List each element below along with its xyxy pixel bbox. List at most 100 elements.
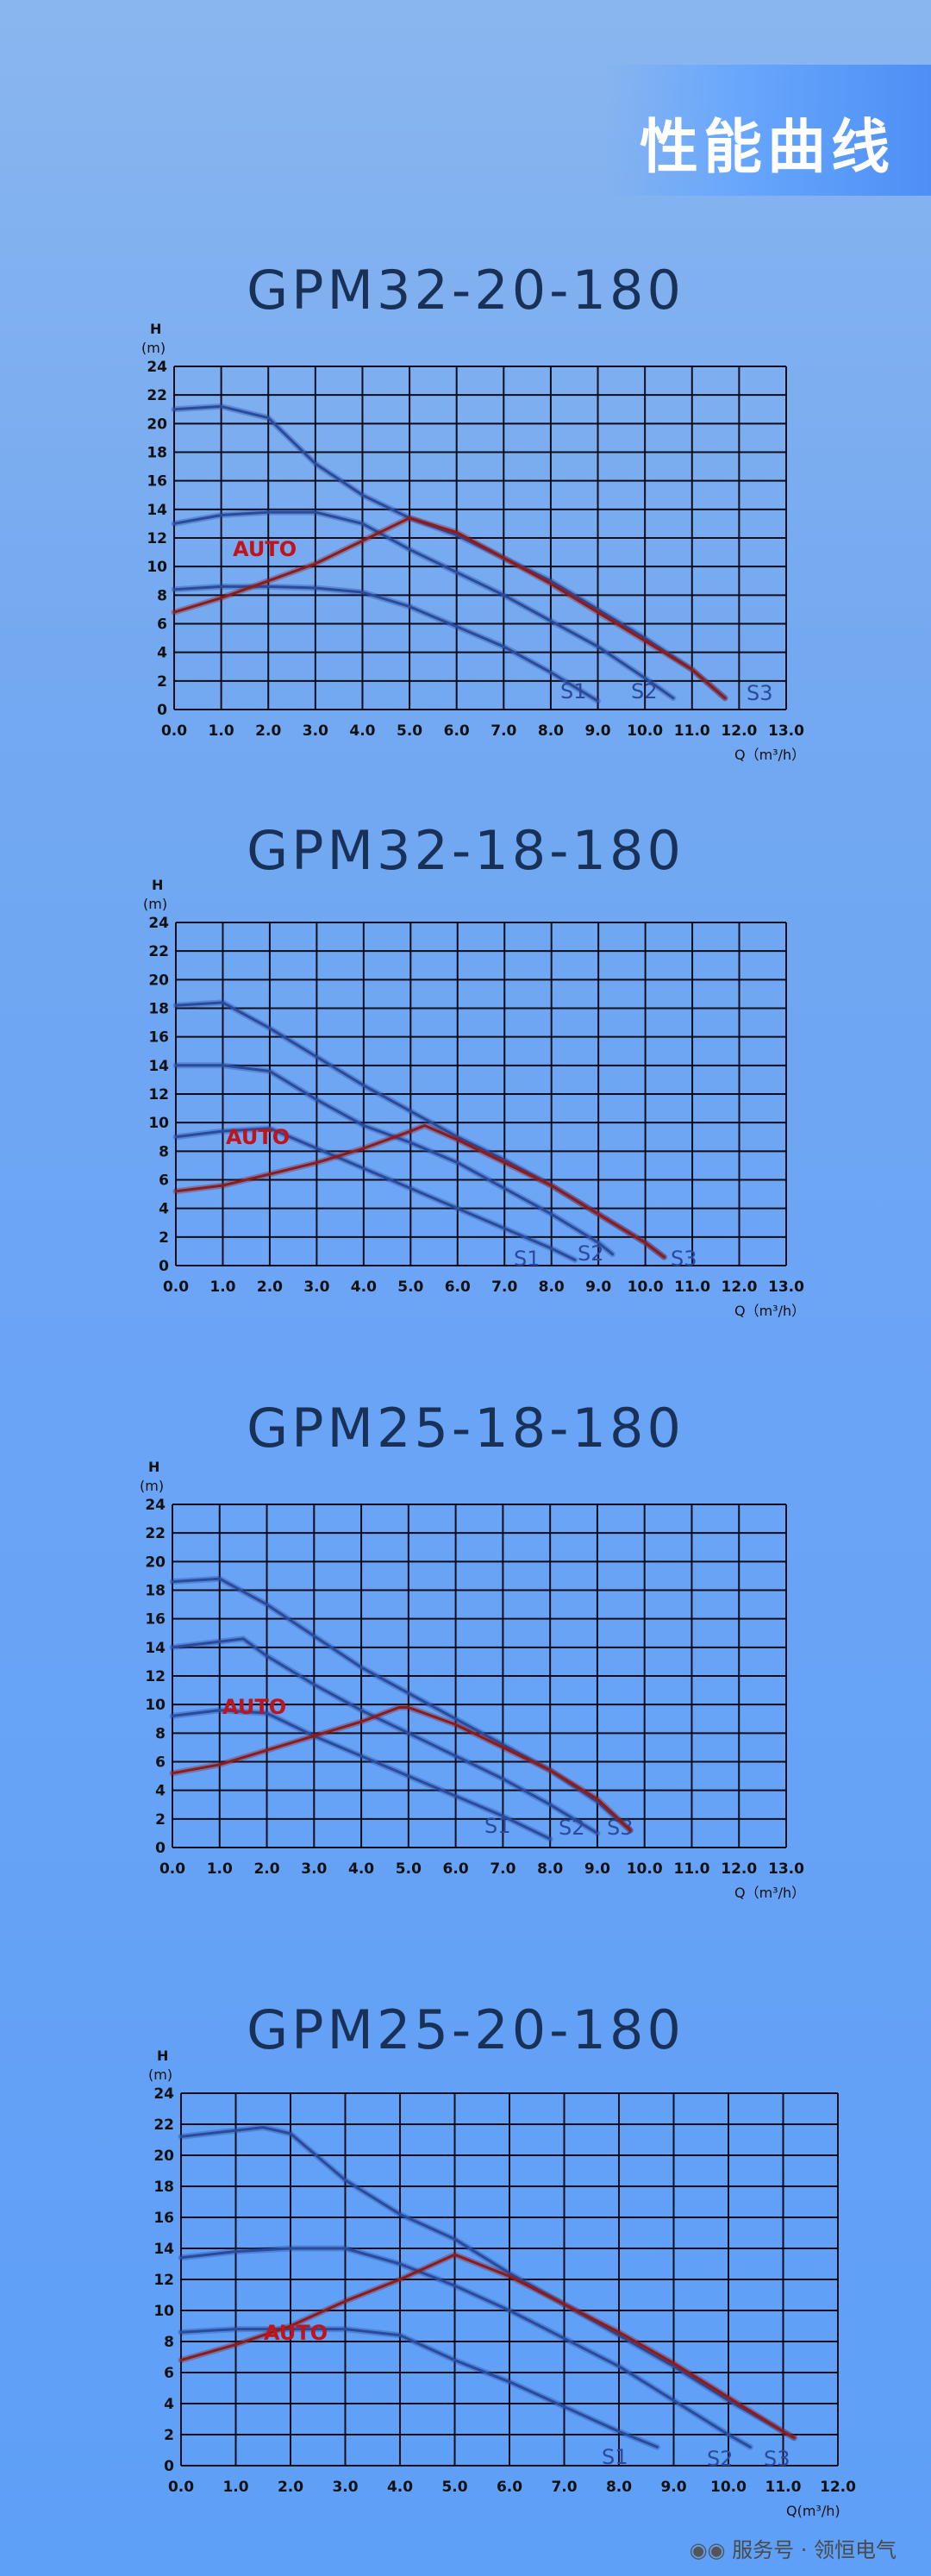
y-tick-label: 16 [145,1611,166,1629]
x-tick-label: 10.0 [710,2479,747,2496]
y-tick-label: 6 [157,616,167,634]
y-tick-label: 2 [159,1229,169,1247]
x-tick-label: 12.0 [722,1279,758,1296]
y-tick-label: 10 [153,2303,174,2320]
x-tick-label: 9.0 [584,722,610,740]
x-tick-label: 11.0 [674,1279,710,1296]
series-line-s2 [171,1637,599,1835]
y-tick-label: 18 [145,1583,166,1600]
x-tick-label: 9.0 [584,1860,610,1878]
x-tick-label: 6.0 [444,722,470,740]
series-line-auto [174,1124,665,1259]
x-axis-label: Q（m³/h） [734,1303,805,1319]
y-tick-label: 24 [147,359,167,376]
y-tick-label: 2 [164,2427,174,2444]
series-label-s2: S2 [631,679,658,703]
chat-bubble-icon: ◉◉ [689,2538,726,2562]
series-halo-auto [178,2251,797,2442]
x-tick-label: 6.0 [445,1279,471,1296]
series-line-s1 [179,2328,659,2448]
series-label-s3: S3 [747,681,773,705]
x-tick-label: 10.0 [627,1860,663,1878]
x-tick-label: 3.0 [303,722,328,740]
series-halo-s2 [178,2245,753,2450]
x-tick-label: 5.0 [397,722,422,740]
x-tick-label: 1.0 [207,1860,233,1878]
y-tick-label: 22 [145,1525,166,1542]
series-label-s2: S2 [559,1816,585,1840]
banner-title: 性能曲线 [639,114,895,182]
series-halo-s3 [178,2124,797,2442]
y-tick-label: 22 [148,943,169,960]
y-tick-label: 8 [159,1143,169,1160]
y-tick-label: 24 [153,2085,174,2103]
series-label-s1: S1 [602,2445,628,2469]
series-label-s1: S1 [484,1814,511,1838]
x-tick-label: 0.0 [163,1279,189,1296]
x-tick-label: 8.0 [537,1860,563,1878]
x-tick-label: 11.0 [674,722,710,740]
x-tick-label: 12.0 [721,722,757,740]
y-axis-unit: (m) [141,340,166,356]
y-tick-label: 2 [155,1811,166,1829]
y-tick-label: 6 [159,1172,169,1190]
y-tick-label: 14 [145,1640,166,1657]
y-axis-unit: (m) [140,1478,164,1494]
y-tick-label: 4 [159,1201,169,1218]
series-line-s2 [174,1064,614,1256]
chart-2: 0.0 1.0 2.0 3.0 4.0 5.0 6.0 7.0 8.0 9.0 10.0 11.0 12… [143,877,805,1319]
y-tick-label: 4 [157,645,167,662]
x-tick-label: 7.0 [551,2479,577,2496]
x-axis-label: Q(m³/h) [786,2503,840,2519]
x-tick-label: 5.0 [397,1279,423,1296]
series-line-s1 [171,1709,552,1841]
y-tick-label: 8 [155,1725,166,1742]
y-tick-label: 22 [147,387,167,404]
x-tick-label: 12.0 [820,2479,856,2496]
x-tick-label: 8.0 [539,1279,565,1296]
series-line-s2 [172,510,675,700]
x-tick-label: 13.0 [768,1860,804,1878]
x-tick-label: 2.0 [278,2479,303,2496]
y-tick-label: 2 [157,673,167,691]
series-line-s3 [179,2126,796,2440]
y-tick-label: 0 [159,1258,169,1275]
chart-4: 0.0 1.0 2.0 3.0 4.0 5.0 6.0 7.0 8.0 9.0 10.0 11.0 12… [148,2048,856,2519]
series-label-auto: AUTO [264,2321,328,2345]
y-tick-label: 12 [147,530,167,547]
x-tick-label: 5.0 [441,2479,467,2496]
y-tick-label: 24 [148,915,169,932]
series-line-s1 [172,585,599,703]
y-tick-label: 10 [148,1115,169,1132]
x-tick-label: 2.0 [257,1279,283,1296]
x-tick-label: 7.0 [490,1860,515,1878]
chart-1: 0.0 1.0 2.0 3.0 4.0 5.0 6.0 7.0 8.0 9.0 10.0 11.0 12… [141,321,805,763]
x-tick-label: 3.0 [303,1279,329,1296]
x-tick-label: 0.0 [168,2479,194,2496]
y-tick-label: 14 [148,1058,169,1075]
series-label-s2: S2 [707,2447,734,2471]
y-tick-label: 12 [148,1086,169,1104]
y-axis-unit: (m) [143,896,167,912]
x-tick-label: 2.0 [255,722,281,740]
series-line-auto [171,1706,632,1832]
y-tick-label: 4 [155,1783,166,1800]
x-tick-label: 0.0 [161,722,187,740]
chart-title-3: GPM25-18-180 [247,1397,684,1460]
y-tick-label: 0 [157,702,167,719]
x-tick-label: 7.0 [491,1279,517,1296]
series-line-auto [179,2253,796,2440]
series-label-s2: S2 [578,1241,604,1266]
x-tick-label: 11.0 [673,1860,709,1878]
series-line-auto [172,516,727,700]
x-tick-label: 4.0 [351,1279,377,1296]
x-tick-label: 2.0 [253,1860,279,1878]
y-tick-label: 8 [164,2334,174,2351]
y-tick-label: 14 [153,2241,174,2258]
series-label-auto: AUTO [222,1695,286,1719]
series-line-s2 [179,2247,752,2448]
y-tick-label: 18 [147,445,167,462]
y-tick-label: 6 [155,1754,166,1772]
y-axis-label: H [152,877,163,893]
y-axis-label: H [157,2048,168,2064]
